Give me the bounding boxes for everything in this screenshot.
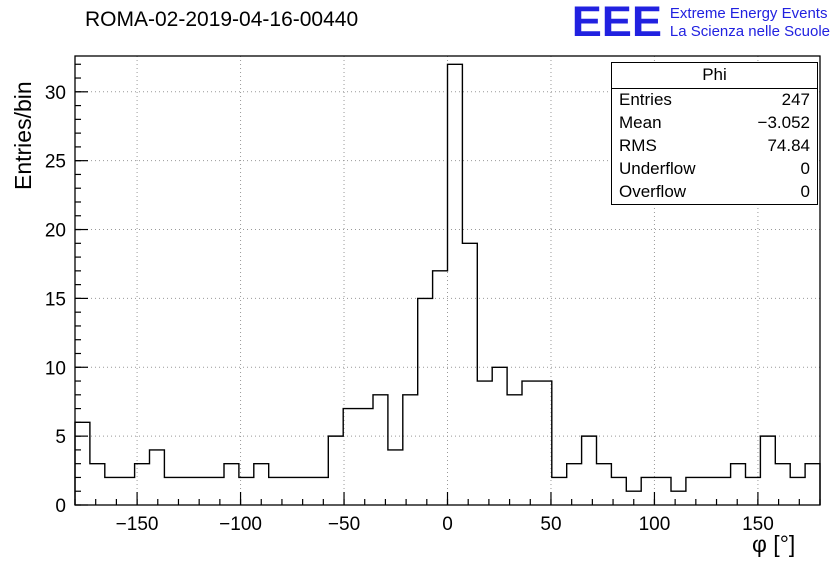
stats-title: Phi bbox=[612, 63, 817, 89]
eee-logo-line1: Extreme Energy Events bbox=[669, 5, 828, 22]
stats-row-underflow: Underflow 0 bbox=[612, 158, 817, 181]
x-tick-label: 50 bbox=[540, 514, 561, 535]
eee-logo-line2: La Scienza nelle Scuole bbox=[669, 23, 830, 40]
x-tick-label: 150 bbox=[742, 514, 774, 535]
eee-logo-acronym: EEE bbox=[571, 0, 662, 46]
stats-row-entries: Entries 247 bbox=[612, 89, 817, 112]
stats-label: RMS bbox=[619, 136, 657, 155]
histogram-line bbox=[74, 63, 821, 505]
y-axis-title: Entries/bin bbox=[10, 81, 36, 190]
stats-value: 247 bbox=[781, 90, 810, 109]
stats-row-overflow: Overflow 0 bbox=[612, 181, 817, 204]
y-tick-label: 30 bbox=[45, 83, 66, 104]
eee-logo: EEE Extreme Energy Events La Scienza nel… bbox=[572, 1, 830, 44]
stats-value: 0 bbox=[800, 182, 810, 201]
y-tick-label: 25 bbox=[45, 152, 66, 173]
stats-value: 74.84 bbox=[767, 136, 810, 155]
stats-label: Overflow bbox=[619, 182, 687, 201]
stats-value: −3.052 bbox=[757, 113, 810, 132]
stats-value: 0 bbox=[800, 159, 810, 178]
x-tick-label: −150 bbox=[116, 514, 159, 535]
x-tick-label: 0 bbox=[442, 514, 453, 535]
y-tick-label: 15 bbox=[45, 289, 66, 310]
eee-logo-subtitle: Extreme Energy Events La Scienza nelle S… bbox=[670, 3, 830, 41]
x-tick-label: −50 bbox=[328, 514, 360, 535]
stats-row-mean: Mean −3.052 bbox=[612, 112, 817, 135]
stats-label: Underflow bbox=[619, 159, 696, 178]
y-tick-label: 5 bbox=[55, 427, 66, 448]
stats-label: Mean bbox=[619, 113, 662, 132]
stats-box: Phi Entries 247 Mean −3.052 RMS 74.84 Un… bbox=[611, 62, 818, 205]
x-tick-label: 100 bbox=[639, 514, 671, 535]
stats-row-rms: RMS 74.84 bbox=[612, 135, 817, 158]
y-tick-label: 0 bbox=[55, 496, 66, 517]
y-tick-label: 20 bbox=[45, 221, 66, 242]
x-axis-title: φ [°] bbox=[752, 531, 796, 557]
y-tick-label: 10 bbox=[45, 358, 66, 379]
x-tick-label: −100 bbox=[219, 514, 262, 535]
plot-title: ROMA-02-2019-04-16-00440 bbox=[85, 8, 359, 31]
stats-label: Entries bbox=[619, 90, 672, 109]
